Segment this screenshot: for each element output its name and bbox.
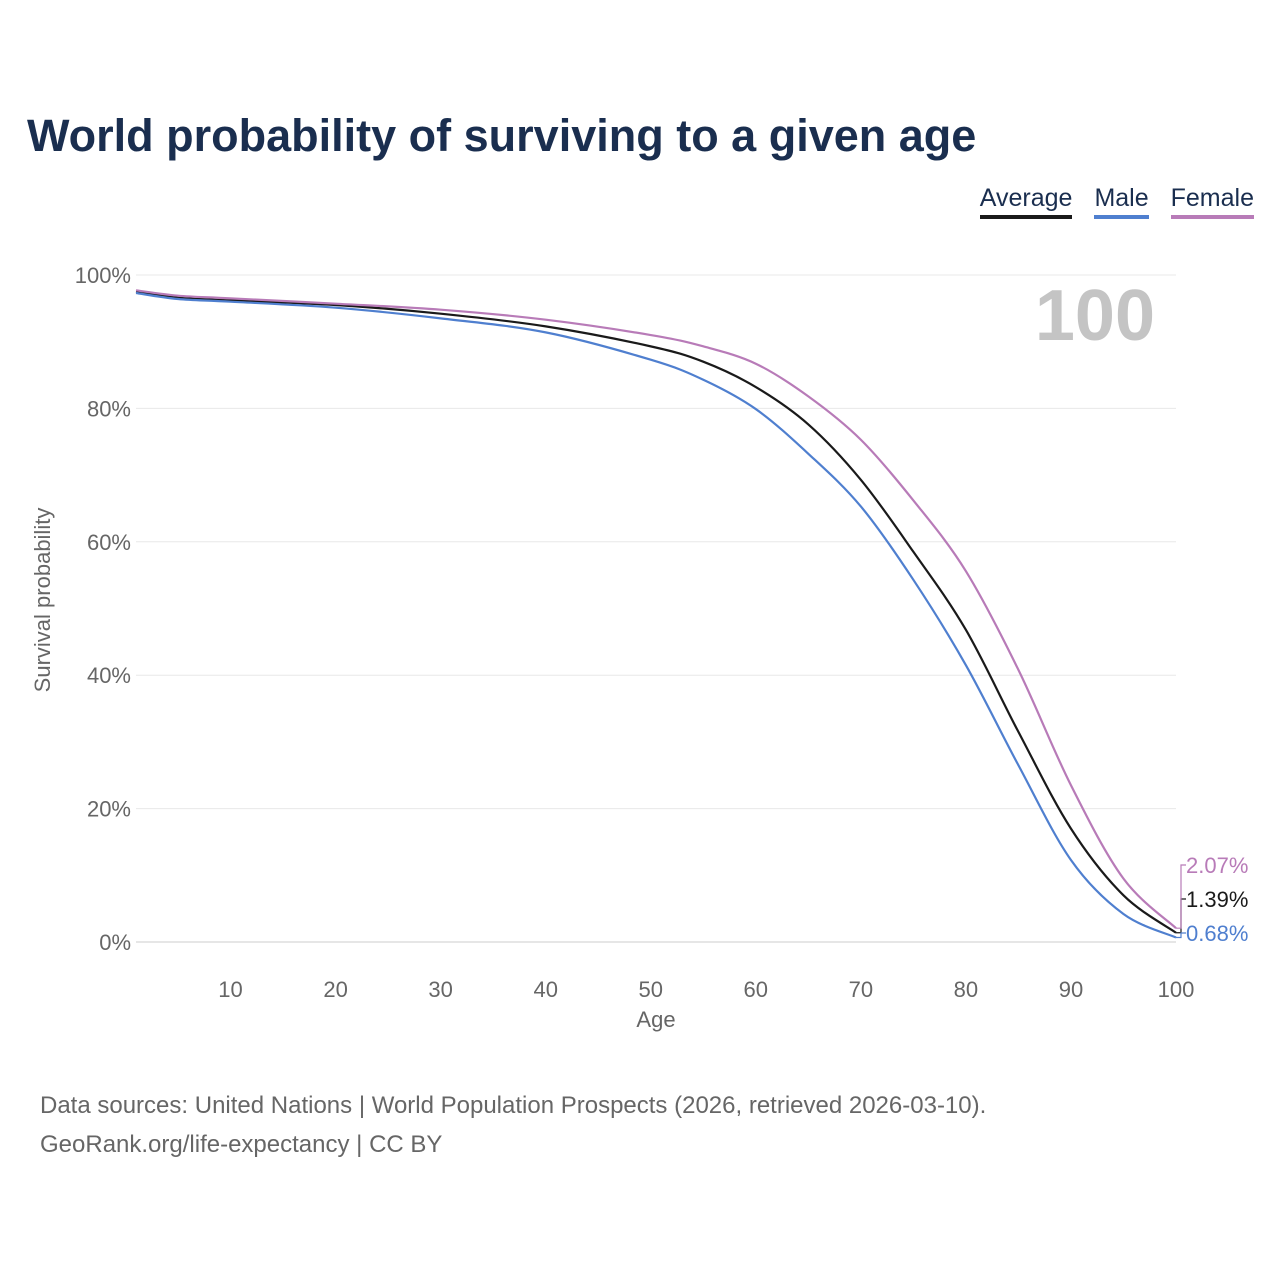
chart-title: World probability of surviving to a give… <box>27 110 977 161</box>
legend-average[interactable]: Average <box>979 184 1073 219</box>
x-tick-label: 100 <box>1158 977 1195 1002</box>
x-tick-label: 20 <box>323 977 347 1002</box>
x-tick-label: 50 <box>639 977 663 1002</box>
series-line-female <box>135 289 1177 929</box>
label-connector <box>1176 864 1186 929</box>
x-tick-label: 90 <box>1059 977 1083 1002</box>
y-tick-label: 0% <box>99 930 131 955</box>
end-label-female: 2.07% <box>1186 853 1248 878</box>
x-tick-label: 80 <box>954 977 978 1002</box>
x-axis-label: Age <box>636 1007 675 1032</box>
x-tick-label: 60 <box>744 977 768 1002</box>
license-link[interactable]: GeoRank.org/life-expectancy | CC BY <box>40 1131 443 1158</box>
x-tick-label: 70 <box>849 977 873 1002</box>
y-axis-label: Survival probability <box>30 508 55 693</box>
legend-male[interactable]: Male <box>1094 184 1149 219</box>
end-label-average: 1.39% <box>1186 887 1248 912</box>
y-tick-label: 20% <box>87 797 131 822</box>
x-tick-label: 10 <box>218 977 242 1002</box>
year-label: 100 <box>1035 276 1155 356</box>
source-text: Data sources: United Nations | World Pop… <box>40 1092 987 1119</box>
label-connector <box>1176 932 1186 939</box>
series-line-average <box>135 290 1177 934</box>
legend-female[interactable]: Female <box>1170 184 1254 219</box>
y-tick-label: 40% <box>87 663 131 688</box>
end-label-male: 0.68% <box>1186 921 1248 946</box>
footer: Data sources: United Nations | World Pop… <box>40 1086 986 1164</box>
series-line-male <box>135 291 1177 939</box>
x-tick-label: 40 <box>533 977 557 1002</box>
x-tick-label: 30 <box>428 977 452 1002</box>
y-tick-label: 60% <box>87 530 131 555</box>
y-tick-label: 80% <box>87 396 131 421</box>
legend: Average Male Female <box>979 184 1254 219</box>
y-tick-label: 100% <box>75 263 131 288</box>
